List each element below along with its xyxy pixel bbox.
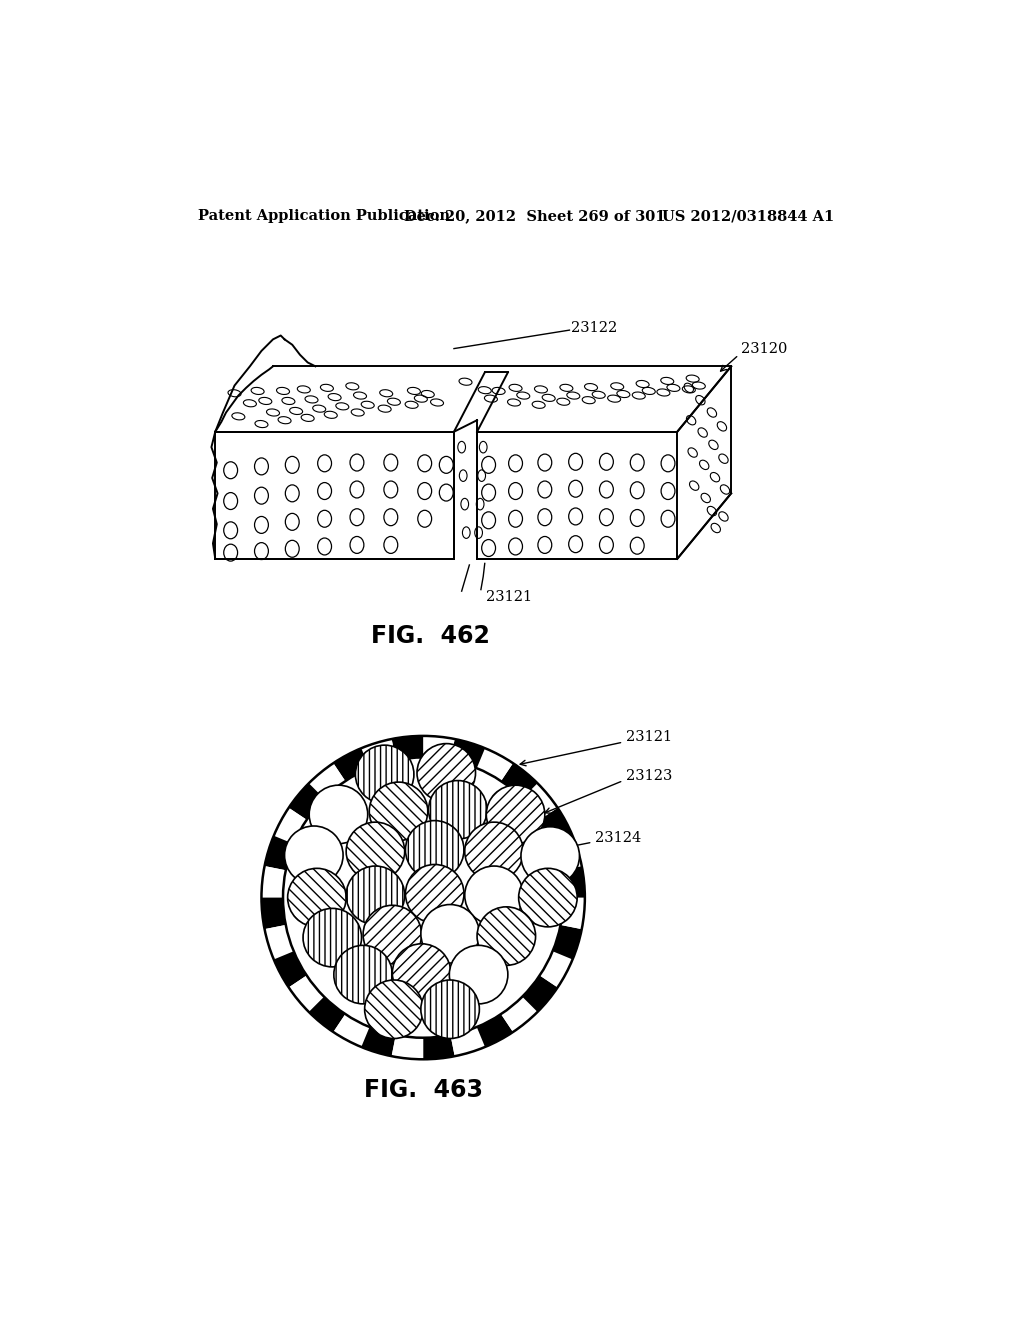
Wedge shape — [560, 866, 585, 898]
Wedge shape — [264, 925, 294, 960]
Wedge shape — [361, 739, 396, 768]
Wedge shape — [540, 952, 572, 987]
Wedge shape — [391, 737, 423, 760]
Wedge shape — [361, 1027, 396, 1056]
Circle shape — [406, 821, 464, 879]
Circle shape — [285, 826, 343, 884]
Polygon shape — [215, 367, 731, 432]
Circle shape — [364, 906, 422, 964]
Circle shape — [518, 869, 578, 927]
Text: US 2012/0318844 A1: US 2012/0318844 A1 — [662, 209, 835, 223]
Text: 23121: 23121 — [486, 590, 532, 605]
Circle shape — [365, 979, 423, 1039]
Wedge shape — [553, 836, 582, 870]
Circle shape — [429, 780, 487, 840]
Circle shape — [465, 822, 523, 880]
Wedge shape — [540, 808, 572, 843]
Wedge shape — [289, 783, 324, 820]
Wedge shape — [309, 997, 345, 1032]
Text: 23124: 23124 — [595, 830, 641, 845]
Wedge shape — [477, 748, 513, 781]
Wedge shape — [423, 737, 455, 760]
Circle shape — [261, 737, 585, 1059]
Circle shape — [486, 785, 545, 843]
Circle shape — [477, 907, 536, 965]
Wedge shape — [451, 739, 485, 768]
Circle shape — [406, 865, 464, 923]
Circle shape — [288, 869, 346, 927]
Wedge shape — [501, 997, 538, 1032]
Wedge shape — [553, 925, 582, 960]
Text: 23123: 23123 — [626, 770, 672, 783]
Polygon shape — [454, 420, 477, 558]
Circle shape — [303, 908, 361, 968]
Wedge shape — [423, 1035, 455, 1059]
Wedge shape — [560, 898, 585, 929]
Text: FIG.  462: FIG. 462 — [372, 624, 490, 648]
Text: Patent Application Publication: Patent Application Publication — [199, 209, 451, 223]
Wedge shape — [391, 1035, 423, 1059]
Circle shape — [355, 744, 414, 804]
Circle shape — [421, 904, 479, 964]
Text: Dec. 20, 2012  Sheet 269 of 301: Dec. 20, 2012 Sheet 269 of 301 — [403, 209, 666, 223]
Text: FIG.  463: FIG. 463 — [364, 1078, 482, 1102]
Wedge shape — [261, 898, 286, 929]
Wedge shape — [273, 952, 306, 987]
Wedge shape — [522, 975, 558, 1012]
Text: 23120: 23120 — [741, 342, 787, 356]
Wedge shape — [264, 836, 294, 870]
Wedge shape — [501, 763, 538, 799]
Polygon shape — [677, 367, 731, 558]
Polygon shape — [454, 420, 477, 558]
Wedge shape — [261, 866, 286, 898]
Polygon shape — [477, 432, 677, 558]
Circle shape — [346, 866, 404, 924]
Circle shape — [417, 743, 475, 803]
Wedge shape — [309, 763, 345, 799]
Wedge shape — [273, 808, 306, 843]
Wedge shape — [334, 1014, 370, 1047]
Circle shape — [450, 945, 508, 1003]
Circle shape — [421, 979, 479, 1039]
Circle shape — [521, 826, 580, 886]
Wedge shape — [334, 748, 370, 781]
Circle shape — [465, 866, 523, 924]
Circle shape — [392, 944, 451, 1002]
Polygon shape — [215, 432, 454, 558]
Wedge shape — [451, 1027, 485, 1056]
Circle shape — [309, 785, 368, 843]
Text: 23121: 23121 — [626, 730, 672, 744]
Circle shape — [370, 781, 428, 841]
Wedge shape — [477, 1014, 513, 1047]
Circle shape — [346, 822, 404, 880]
Text: 23122: 23122 — [571, 321, 617, 335]
Circle shape — [334, 945, 392, 1003]
Wedge shape — [522, 783, 558, 820]
Wedge shape — [289, 975, 324, 1012]
